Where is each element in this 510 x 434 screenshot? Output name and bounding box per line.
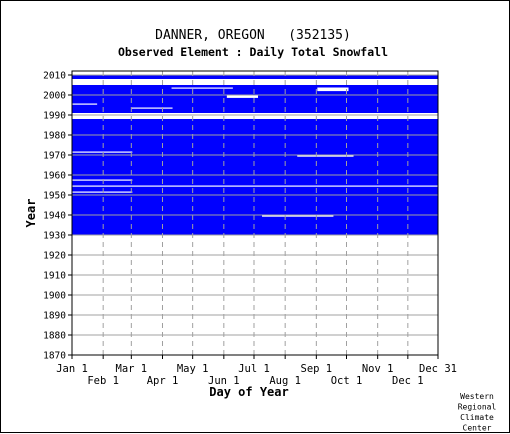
missing-gap bbox=[72, 151, 133, 153]
x-tick-label: Aug 1 bbox=[269, 375, 301, 387]
y-tick-label: 2010 bbox=[43, 71, 66, 82]
chart-subtitle: Observed Element : Daily Total Snowfall bbox=[118, 45, 388, 59]
y-tick-label: 1940 bbox=[43, 211, 66, 222]
grid-lines bbox=[72, 71, 438, 356]
y-tick-label: 1920 bbox=[43, 251, 66, 262]
x-tick-label: Sep 1 bbox=[301, 363, 333, 375]
y-tick-label: 1950 bbox=[43, 191, 66, 202]
y-tick-label: 1880 bbox=[43, 331, 66, 342]
missing-gap bbox=[171, 87, 233, 89]
plot-data bbox=[72, 75, 438, 235]
y-tick-label: 1930 bbox=[43, 231, 66, 242]
x-tick-label: Nov 1 bbox=[362, 363, 394, 375]
y-axis-label: Year bbox=[24, 199, 38, 228]
x-tick-label: Oct 1 bbox=[331, 375, 363, 387]
missing-gap bbox=[72, 179, 133, 181]
x-tick-label: Dec 1 bbox=[392, 375, 424, 387]
missing-gap bbox=[262, 215, 334, 217]
chart-title: DANNER, OREGON (352135) bbox=[155, 28, 351, 43]
observed-block bbox=[72, 119, 438, 235]
y-tick-label: 2000 bbox=[43, 91, 66, 102]
x-tick-label: Jul 1 bbox=[238, 363, 270, 375]
observed-block bbox=[72, 75, 438, 79]
y-tick-label: 1890 bbox=[43, 311, 66, 322]
x-tick-label: May 1 bbox=[177, 363, 209, 375]
missing-gap bbox=[72, 103, 98, 105]
y-tick-label: 1900 bbox=[43, 291, 66, 302]
y-tick-label: 1990 bbox=[43, 111, 66, 122]
missing-gap bbox=[297, 155, 354, 157]
observed-block bbox=[72, 85, 438, 113]
x-tick-label: Jun 1 bbox=[208, 375, 240, 387]
missing-gap bbox=[226, 95, 259, 98]
missing-gap bbox=[72, 191, 133, 193]
x-tick-label: Apr 1 bbox=[147, 375, 179, 387]
x-axis-ticks: Jan 1 Mar 1 May 1 Jul 1 Sep 1 Nov 1 Dec 31 Feb … bbox=[56, 355, 457, 387]
credit-line: Regional bbox=[458, 403, 497, 412]
y-tick-label: 1910 bbox=[43, 271, 66, 282]
missing-gap bbox=[317, 87, 349, 92]
missing-gap bbox=[72, 185, 438, 187]
x-tick-label: Dec 31 bbox=[419, 363, 457, 375]
y-tick-label: 1960 bbox=[43, 171, 66, 182]
credit-line: Climate bbox=[460, 413, 494, 422]
x-tick-label: Mar 1 bbox=[116, 363, 148, 375]
y-tick-label: 1980 bbox=[43, 131, 66, 142]
missing-gap bbox=[131, 107, 173, 109]
plot-area-border bbox=[71, 70, 439, 356]
y-tick-label: 1870 bbox=[43, 351, 66, 362]
y-axis-ticks: 2010 2000 1990 1980 1970 1960 1950 1940 1930 1920… bbox=[43, 71, 72, 362]
x-tick-label: Jan 1 bbox=[56, 363, 88, 375]
x-axis-label: Day of Year bbox=[209, 385, 288, 399]
credit-line: Center bbox=[463, 424, 492, 433]
y-tick-label: 1970 bbox=[43, 151, 66, 162]
x-tick-label: Feb 1 bbox=[87, 375, 119, 387]
credit-line: Western bbox=[460, 392, 494, 401]
missing-gap bbox=[72, 113, 103, 115]
